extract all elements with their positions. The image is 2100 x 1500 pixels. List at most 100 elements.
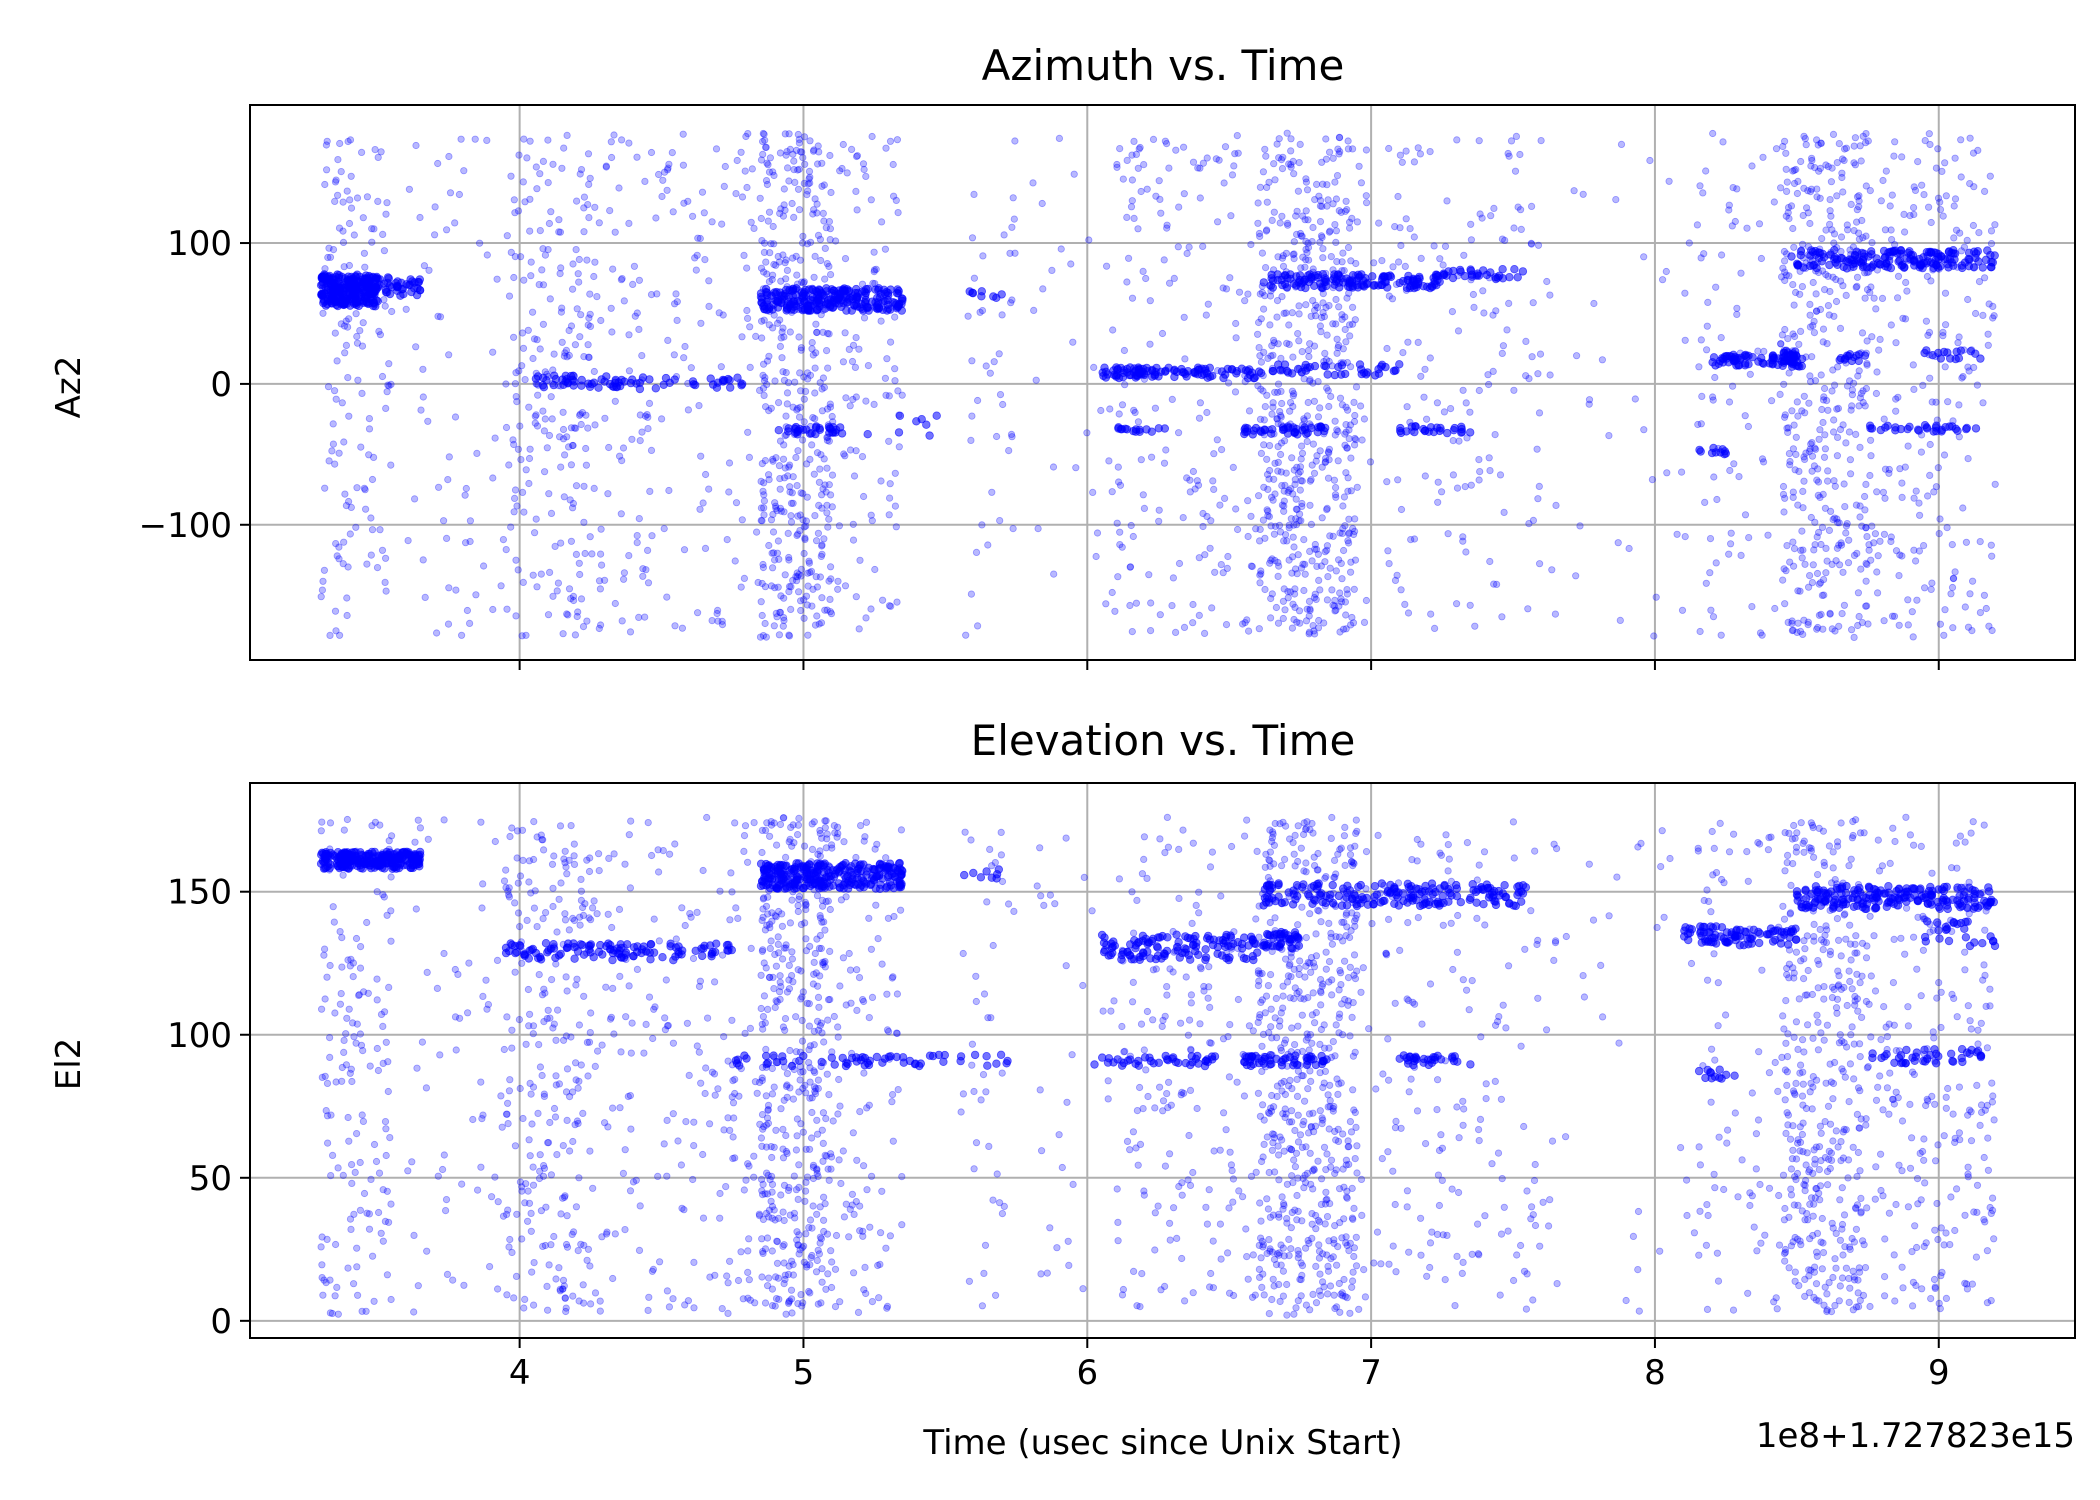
data-point (642, 1020, 650, 1029)
data-point (1928, 398, 1936, 406)
data-point (477, 1163, 485, 1171)
data-point (584, 341, 592, 349)
data-point (880, 296, 889, 306)
data-point (846, 402, 854, 410)
data-point (643, 410, 651, 419)
data-point (1320, 423, 1330, 433)
data-point (720, 182, 728, 190)
data-point (1295, 159, 1303, 167)
data-point (823, 259, 831, 268)
data-point (1006, 249, 1014, 257)
data-point (1226, 274, 1234, 282)
data-point (597, 525, 605, 533)
data-point (1189, 600, 1197, 609)
data-point (642, 566, 650, 574)
data-point (781, 571, 789, 579)
data-point (434, 483, 443, 491)
data-point (370, 1297, 378, 1305)
data-point (358, 342, 367, 350)
data-point (886, 480, 894, 488)
data-point (1280, 585, 1288, 593)
data-point (575, 1021, 584, 1029)
data-point (728, 1016, 736, 1024)
data-point (1440, 408, 1449, 416)
data-point (412, 141, 420, 150)
data-point (837, 302, 846, 311)
data-point (1319, 254, 1327, 262)
data-point (644, 818, 652, 827)
data-point (687, 364, 695, 372)
data-point (804, 285, 814, 294)
data-point (794, 901, 802, 910)
data-point (721, 162, 729, 171)
data-point (412, 905, 420, 913)
data-point (894, 209, 902, 217)
data-point (1737, 269, 1745, 277)
data-point (1874, 552, 1882, 560)
data-point (1278, 212, 1286, 220)
data-point (1181, 355, 1189, 363)
data-point (762, 143, 770, 151)
data-point (1696, 182, 1704, 190)
data-point (799, 279, 808, 287)
data-point (536, 227, 544, 235)
data-point (1918, 181, 1926, 189)
data-point (1235, 288, 1244, 296)
data-point (1804, 620, 1812, 629)
data-point (1861, 402, 1869, 410)
data-point (648, 1267, 657, 1275)
data-point (417, 406, 425, 414)
data-point (1338, 401, 1347, 409)
data-point (1921, 137, 1929, 145)
data-point (813, 328, 821, 337)
data-point (1221, 143, 1230, 151)
data-point (352, 1039, 360, 1047)
data-point (1973, 381, 1982, 389)
data-point (540, 427, 549, 435)
data-point (1820, 453, 1829, 461)
data-point (351, 286, 360, 295)
data-point (1172, 146, 1180, 154)
data-point (526, 1079, 534, 1088)
data-point (585, 353, 593, 361)
data-point (850, 472, 859, 480)
data-point (744, 1247, 752, 1255)
data-point (1779, 576, 1787, 584)
data-point (596, 585, 605, 593)
data-point (1347, 454, 1355, 462)
data-point (635, 1246, 644, 1255)
data-point (1449, 426, 1458, 435)
data-point (1430, 242, 1438, 250)
data-point (1937, 425, 1947, 435)
data-point (783, 400, 791, 408)
data-point (697, 319, 705, 327)
data-point (318, 818, 326, 826)
data-point (1344, 243, 1353, 252)
data-point (1798, 282, 1807, 291)
data-point (785, 631, 793, 639)
data-point (715, 309, 723, 317)
data-point (1426, 148, 1434, 156)
data-point (458, 1180, 466, 1188)
data-point (1894, 294, 1902, 302)
data-point (641, 613, 649, 621)
data-point (1781, 257, 1789, 265)
data-point (886, 338, 895, 346)
data-point (322, 166, 331, 174)
data-point (424, 417, 432, 425)
data-point (791, 178, 799, 186)
data-point (731, 1075, 739, 1084)
data-point (1486, 557, 1494, 566)
data-point (801, 534, 809, 542)
data-point (455, 1014, 464, 1022)
data-point (652, 214, 660, 222)
data-point (527, 889, 535, 897)
data-point (754, 578, 762, 587)
data-point (1833, 452, 1842, 460)
data-point (1640, 426, 1648, 434)
data-point (370, 1140, 379, 1149)
data-point (780, 474, 789, 482)
data-point (340, 263, 348, 271)
data-point (357, 443, 365, 451)
data-point (825, 577, 833, 585)
